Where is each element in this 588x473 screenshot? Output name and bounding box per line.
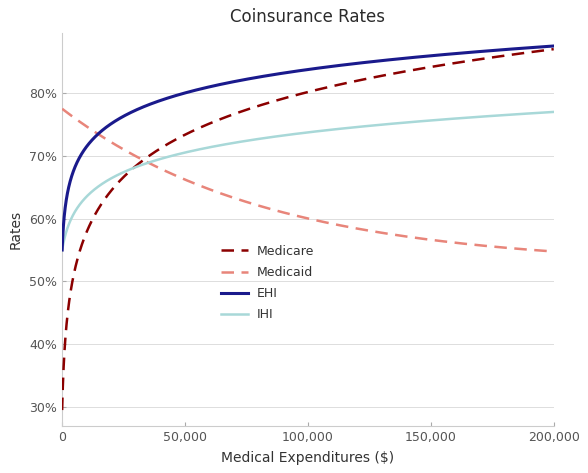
EHI	[353, 61, 360, 66]
IHI	[59, 247, 66, 253]
IHI	[463, 115, 470, 121]
IHI	[353, 124, 360, 130]
Medicaid	[246, 200, 253, 206]
Medicare	[378, 73, 385, 79]
IHI	[550, 109, 557, 115]
EHI	[550, 43, 557, 49]
EHI	[463, 50, 470, 55]
Y-axis label: Rates: Rates	[8, 210, 22, 249]
Medicaid	[425, 236, 432, 242]
Medicare	[59, 407, 66, 413]
Medicare	[148, 151, 155, 157]
IHI	[148, 159, 155, 165]
IHI	[425, 118, 432, 123]
Line: Medicare: Medicare	[62, 49, 554, 410]
Medicare	[463, 59, 470, 64]
EHI	[246, 76, 253, 81]
Medicare	[353, 78, 360, 84]
EHI	[59, 247, 66, 253]
Medicaid	[463, 241, 470, 247]
Medicare	[425, 64, 432, 70]
Medicaid	[378, 230, 385, 236]
Line: Medicaid: Medicaid	[62, 109, 554, 252]
Line: IHI: IHI	[62, 112, 554, 250]
Medicaid	[148, 161, 155, 167]
Medicare	[246, 106, 253, 112]
IHI	[246, 138, 253, 143]
Medicaid	[550, 249, 557, 254]
EHI	[425, 53, 432, 59]
Medicaid	[59, 106, 66, 112]
Medicaid	[353, 226, 360, 231]
EHI	[378, 58, 385, 63]
Line: EHI: EHI	[62, 46, 554, 250]
Title: Coinsurance Rates: Coinsurance Rates	[230, 9, 386, 26]
X-axis label: Medical Expenditures ($): Medical Expenditures ($)	[221, 451, 395, 464]
Medicare	[550, 46, 557, 52]
IHI	[378, 122, 385, 128]
EHI	[148, 101, 155, 106]
Legend: Medicare, Medicaid, EHI, IHI: Medicare, Medicaid, EHI, IHI	[216, 240, 319, 326]
